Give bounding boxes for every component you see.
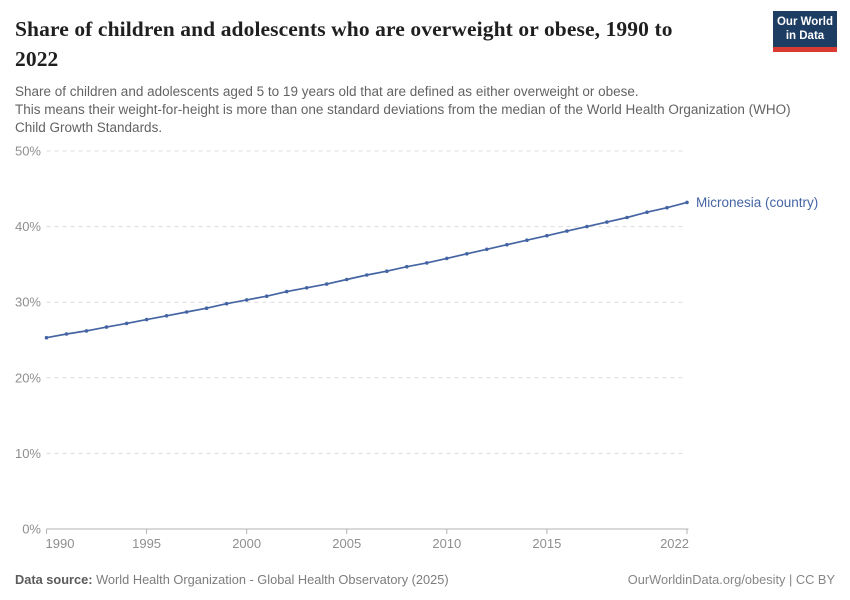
data-point-2000 (244, 298, 249, 302)
data-point-1991 (64, 332, 69, 336)
data-source-note: Data source: World Health Organization -… (15, 572, 449, 587)
x-tick-label-1990: 1990 (46, 536, 75, 551)
owid-logo[interactable]: Our World in Data (773, 11, 837, 52)
data-point-2004 (324, 282, 329, 286)
data-point-2021 (665, 205, 669, 210)
data-point-1995 (144, 317, 149, 322)
owid-logo-accent-bar (773, 47, 837, 52)
x-tick-label-2005: 2005 (332, 536, 361, 551)
x-tick-label-2022: 2022 (660, 536, 689, 551)
data-point-2016 (565, 229, 569, 233)
data-point-1996 (164, 314, 169, 318)
x-tick-label-2010: 2010 (432, 536, 461, 551)
data-point-1999 (224, 301, 229, 306)
chart-subtitle-line1: Share of children and adolescents aged 5… (15, 84, 639, 99)
data-line[interactable] (45, 201, 688, 339)
page-title: Share of children and adolescents who ar… (15, 17, 673, 71)
footer-attribution: OurWorldinData.org/obesity | CC BY (628, 572, 835, 587)
footer-link[interactable]: OurWorldinData.org/obesity (627, 572, 786, 587)
y-tick-label-10: 10% (15, 446, 41, 461)
data-point-2001 (264, 294, 269, 299)
x-tick-label-2015: 2015 (532, 536, 561, 551)
data-point-1997 (184, 310, 189, 314)
data-point-2014 (525, 238, 529, 242)
data-point-2018 (605, 220, 609, 224)
owid-logo-line1: Our World (776, 16, 833, 28)
data-point-1993 (104, 325, 109, 329)
owid-logo-line2: in Data (785, 29, 825, 42)
y-tick-label-0: 0% (22, 522, 41, 537)
data-point-2012 (485, 247, 489, 252)
chart-footer: Data source: World Health Organization -… (15, 572, 835, 587)
chart-subtitle: Share of children and adolescents aged 5… (15, 83, 795, 137)
data-point-1998 (204, 306, 209, 311)
data-point-1994 (124, 321, 129, 326)
data-point-2003 (304, 286, 309, 290)
data-point-2020 (645, 210, 649, 214)
data-point-2022 (685, 200, 689, 205)
data-point-2006 (365, 273, 369, 277)
data-point-1992 (84, 329, 89, 333)
series-label[interactable]: Micronesia (country) (696, 195, 818, 210)
data-point-2010 (445, 256, 449, 261)
data-source-text: World Health Organization - Global Healt… (92, 572, 449, 587)
x-tick-label-1995: 1995 (132, 536, 161, 551)
chart-subtitle-line2: This means their weight-for-height is mo… (15, 102, 791, 135)
data-point-2013 (505, 242, 509, 247)
data-point-1990 (44, 335, 49, 340)
data-point-2011 (465, 252, 469, 256)
owid-logo-box: Our World in Data (773, 11, 837, 47)
y-tick-label-30: 30% (15, 295, 41, 310)
y-tick-label-20: 20% (15, 370, 41, 385)
data-point-2008 (405, 264, 409, 269)
data-point-2017 (585, 224, 589, 229)
data-point-2002 (284, 289, 289, 294)
data-point-2019 (625, 215, 629, 220)
data-point-2005 (344, 277, 349, 282)
data-source-label: Data source: (15, 572, 93, 587)
data-point-2009 (425, 261, 429, 265)
x-tick-label-2000: 2000 (232, 536, 261, 551)
y-tick-label-40: 40% (15, 219, 41, 234)
data-point-2015 (545, 233, 549, 238)
license-text: | CC BY (785, 572, 835, 587)
data-point-2007 (385, 269, 389, 274)
y-tick-label-50: 50% (15, 144, 41, 159)
chart-header: Share of children and adolescents who ar… (15, 14, 835, 137)
